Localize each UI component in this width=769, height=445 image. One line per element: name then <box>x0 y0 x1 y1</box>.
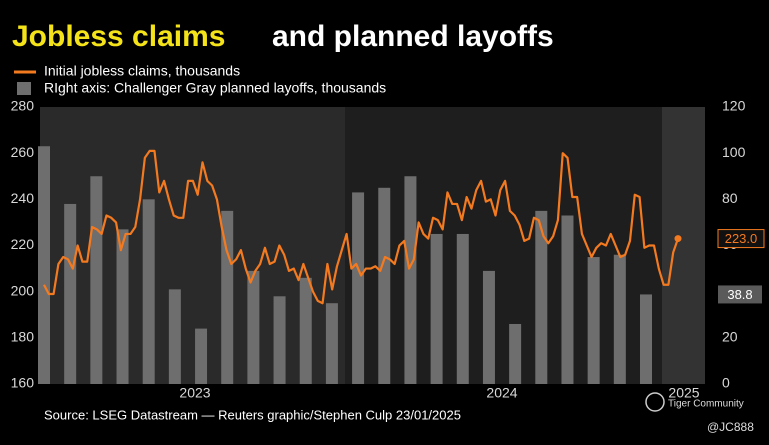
bar <box>587 257 600 384</box>
y-tick-label: 240 <box>11 190 35 206</box>
bar <box>90 176 103 384</box>
y-tick-label: 260 <box>11 144 35 160</box>
y-tick-label: 200 <box>11 282 35 298</box>
bar <box>168 289 181 384</box>
bar <box>195 328 208 384</box>
bar <box>561 215 574 384</box>
year-band <box>345 107 662 384</box>
value-label: 38.8 <box>727 287 752 302</box>
y-tick-label: 160 <box>11 375 35 391</box>
bar <box>325 303 338 384</box>
chart-title: and planned layoffs <box>272 20 554 53</box>
legend-label: Initial jobless claims, thousands <box>44 63 240 79</box>
bar <box>482 270 495 384</box>
source: Source: LSEG Datastream — Reuters graphi… <box>44 407 461 422</box>
x-tick-label: 2024 <box>486 385 517 401</box>
year-band <box>40 107 345 384</box>
bar <box>640 294 652 384</box>
line <box>43 149 680 305</box>
bar <box>404 176 417 384</box>
bar <box>378 187 391 384</box>
y2-tick-label: 20 <box>722 329 738 345</box>
bar <box>273 296 286 384</box>
end-dot <box>674 235 682 243</box>
bar <box>352 192 365 384</box>
bar <box>116 229 129 384</box>
bar <box>299 277 312 384</box>
y2-tick-label: 0 <box>722 375 730 391</box>
y2-tick-label: 120 <box>722 98 746 114</box>
y2-tick-label: 80 <box>722 190 738 206</box>
value-label-box <box>718 285 762 304</box>
y-tick-label: 220 <box>11 236 35 252</box>
bar <box>38 146 50 384</box>
bar <box>456 233 469 384</box>
legend-swatch <box>17 82 31 95</box>
chart-title: Jobless claims <box>12 20 225 53</box>
legend-label: RIght axis: Challenger Gray planned layo… <box>44 80 386 96</box>
x-tick-label: 2025 <box>668 385 699 401</box>
bar <box>613 254 626 384</box>
handle: @JC888 <box>707 420 754 434</box>
y2-tick-label: 100 <box>722 144 746 160</box>
watermark-icon <box>645 392 665 412</box>
value-label-box <box>717 229 765 249</box>
y-tick-label: 280 <box>11 98 35 114</box>
watermark: Tiger Community <box>668 399 744 410</box>
bar <box>509 323 522 384</box>
bar <box>247 270 260 384</box>
y-tick-label: 180 <box>11 329 35 345</box>
bar <box>64 203 77 384</box>
year-band <box>662 107 705 384</box>
bar <box>430 233 443 384</box>
value-label: 223.0 <box>725 231 758 246</box>
bar <box>221 210 234 384</box>
bar <box>535 210 548 384</box>
x-tick-label: 2023 <box>179 385 210 401</box>
bar <box>142 199 155 384</box>
